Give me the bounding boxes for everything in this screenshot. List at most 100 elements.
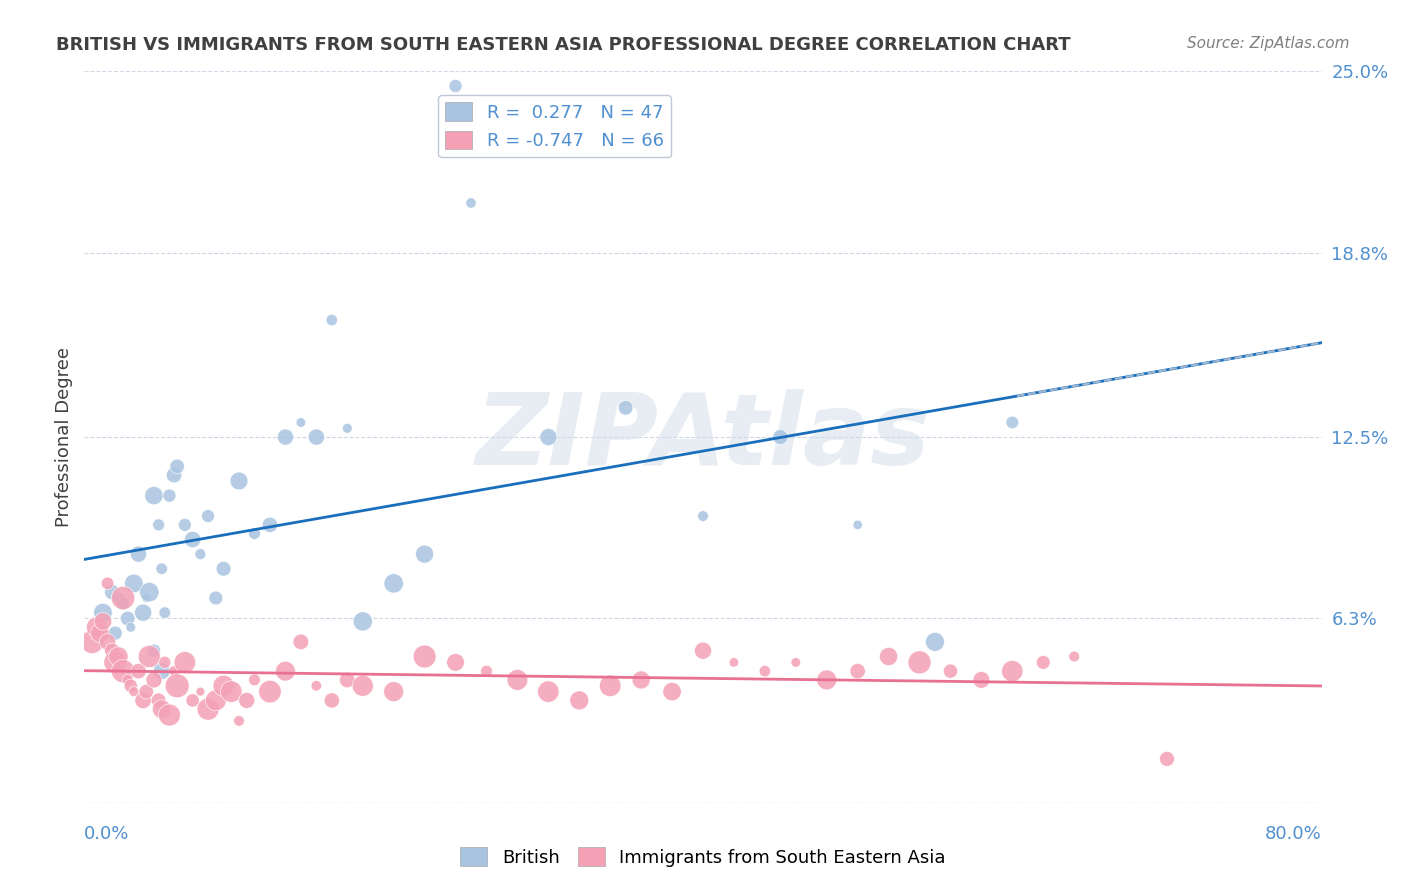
Point [174, 656, 197, 670]
Point [89, 626, 111, 640]
Point [91, 606, 114, 620]
Point [150, 702, 173, 716]
Point [212, 679, 235, 693]
Point [188, 547, 212, 561]
Point [754, 664, 776, 678]
Point [138, 585, 160, 599]
Point [197, 702, 219, 716]
Point [274, 664, 297, 678]
Point [112, 664, 135, 678]
Point [413, 547, 436, 561]
Point [236, 693, 259, 707]
Point [506, 673, 529, 687]
Point [785, 656, 807, 670]
Point [181, 693, 204, 707]
Point [352, 679, 374, 693]
Point [769, 430, 792, 444]
Point [135, 591, 157, 605]
Point [117, 673, 139, 687]
Point [122, 576, 145, 591]
Point [188, 684, 212, 698]
Point [112, 597, 135, 611]
Point [132, 606, 155, 620]
Point [290, 416, 312, 430]
Point [143, 489, 166, 503]
Point [352, 615, 374, 629]
Point [475, 664, 498, 678]
Point [174, 517, 197, 532]
Point [91, 615, 114, 629]
Point [692, 643, 714, 657]
Point [259, 517, 281, 532]
Point [150, 562, 173, 576]
Point [82, 635, 104, 649]
Point [107, 591, 129, 605]
Point [274, 430, 297, 444]
Point [259, 684, 281, 698]
Point [86, 620, 108, 634]
Point [970, 673, 993, 687]
Legend: British, Immigrants from South Eastern Asia: British, Immigrants from South Eastern A… [453, 840, 953, 874]
Point [205, 693, 228, 707]
Point [166, 459, 188, 474]
Legend: R =  0.277   N = 47, R = -0.747   N = 66: R = 0.277 N = 47, R = -0.747 N = 66 [439, 95, 671, 157]
Point [143, 673, 166, 687]
Point [460, 196, 482, 211]
Point [138, 649, 160, 664]
Point [159, 489, 181, 503]
Text: 0.0%: 0.0% [84, 825, 129, 843]
Point [321, 693, 343, 707]
Point [163, 468, 186, 483]
Point [153, 606, 176, 620]
Point [321, 313, 343, 327]
Point [163, 664, 186, 678]
Point [120, 620, 142, 634]
Point [221, 684, 243, 698]
Text: ZIPAtlas: ZIPAtlas [475, 389, 931, 485]
Point [661, 684, 683, 698]
Point [120, 679, 142, 693]
Point [815, 673, 838, 687]
Point [846, 517, 869, 532]
Point [382, 576, 405, 591]
Point [1001, 416, 1024, 430]
Point [104, 656, 127, 670]
Point [1001, 664, 1024, 678]
Point [197, 509, 219, 524]
Point [243, 526, 266, 541]
Text: Source: ZipAtlas.com: Source: ZipAtlas.com [1187, 36, 1350, 51]
Point [97, 635, 120, 649]
Point [336, 421, 359, 435]
Point [1063, 649, 1085, 664]
Point [413, 649, 436, 664]
Point [228, 474, 250, 488]
Text: BRITISH VS IMMIGRANTS FROM SOUTH EASTERN ASIA PROFESSIONAL DEGREE CORRELATION CH: BRITISH VS IMMIGRANTS FROM SOUTH EASTERN… [56, 36, 1071, 54]
Text: 80.0%: 80.0% [1265, 825, 1322, 843]
Point [150, 664, 173, 678]
Point [382, 684, 405, 698]
Point [290, 635, 312, 649]
Point [630, 673, 652, 687]
Point [305, 430, 328, 444]
Point [228, 714, 250, 728]
Point [135, 684, 157, 698]
Y-axis label: Professional Degree: Professional Degree [55, 347, 73, 527]
Point [166, 679, 188, 693]
Point [877, 649, 900, 664]
Point [112, 591, 135, 605]
Point [692, 509, 714, 524]
Point [117, 611, 139, 625]
Point [243, 673, 266, 687]
Point [908, 656, 931, 670]
Point [212, 562, 235, 576]
Point [537, 684, 560, 698]
Point [205, 591, 228, 605]
Point [305, 679, 328, 693]
Point [101, 585, 124, 599]
Point [568, 693, 591, 707]
Point [143, 643, 166, 657]
Point [132, 693, 155, 707]
Point [939, 664, 962, 678]
Point [336, 673, 359, 687]
Point [181, 533, 204, 547]
